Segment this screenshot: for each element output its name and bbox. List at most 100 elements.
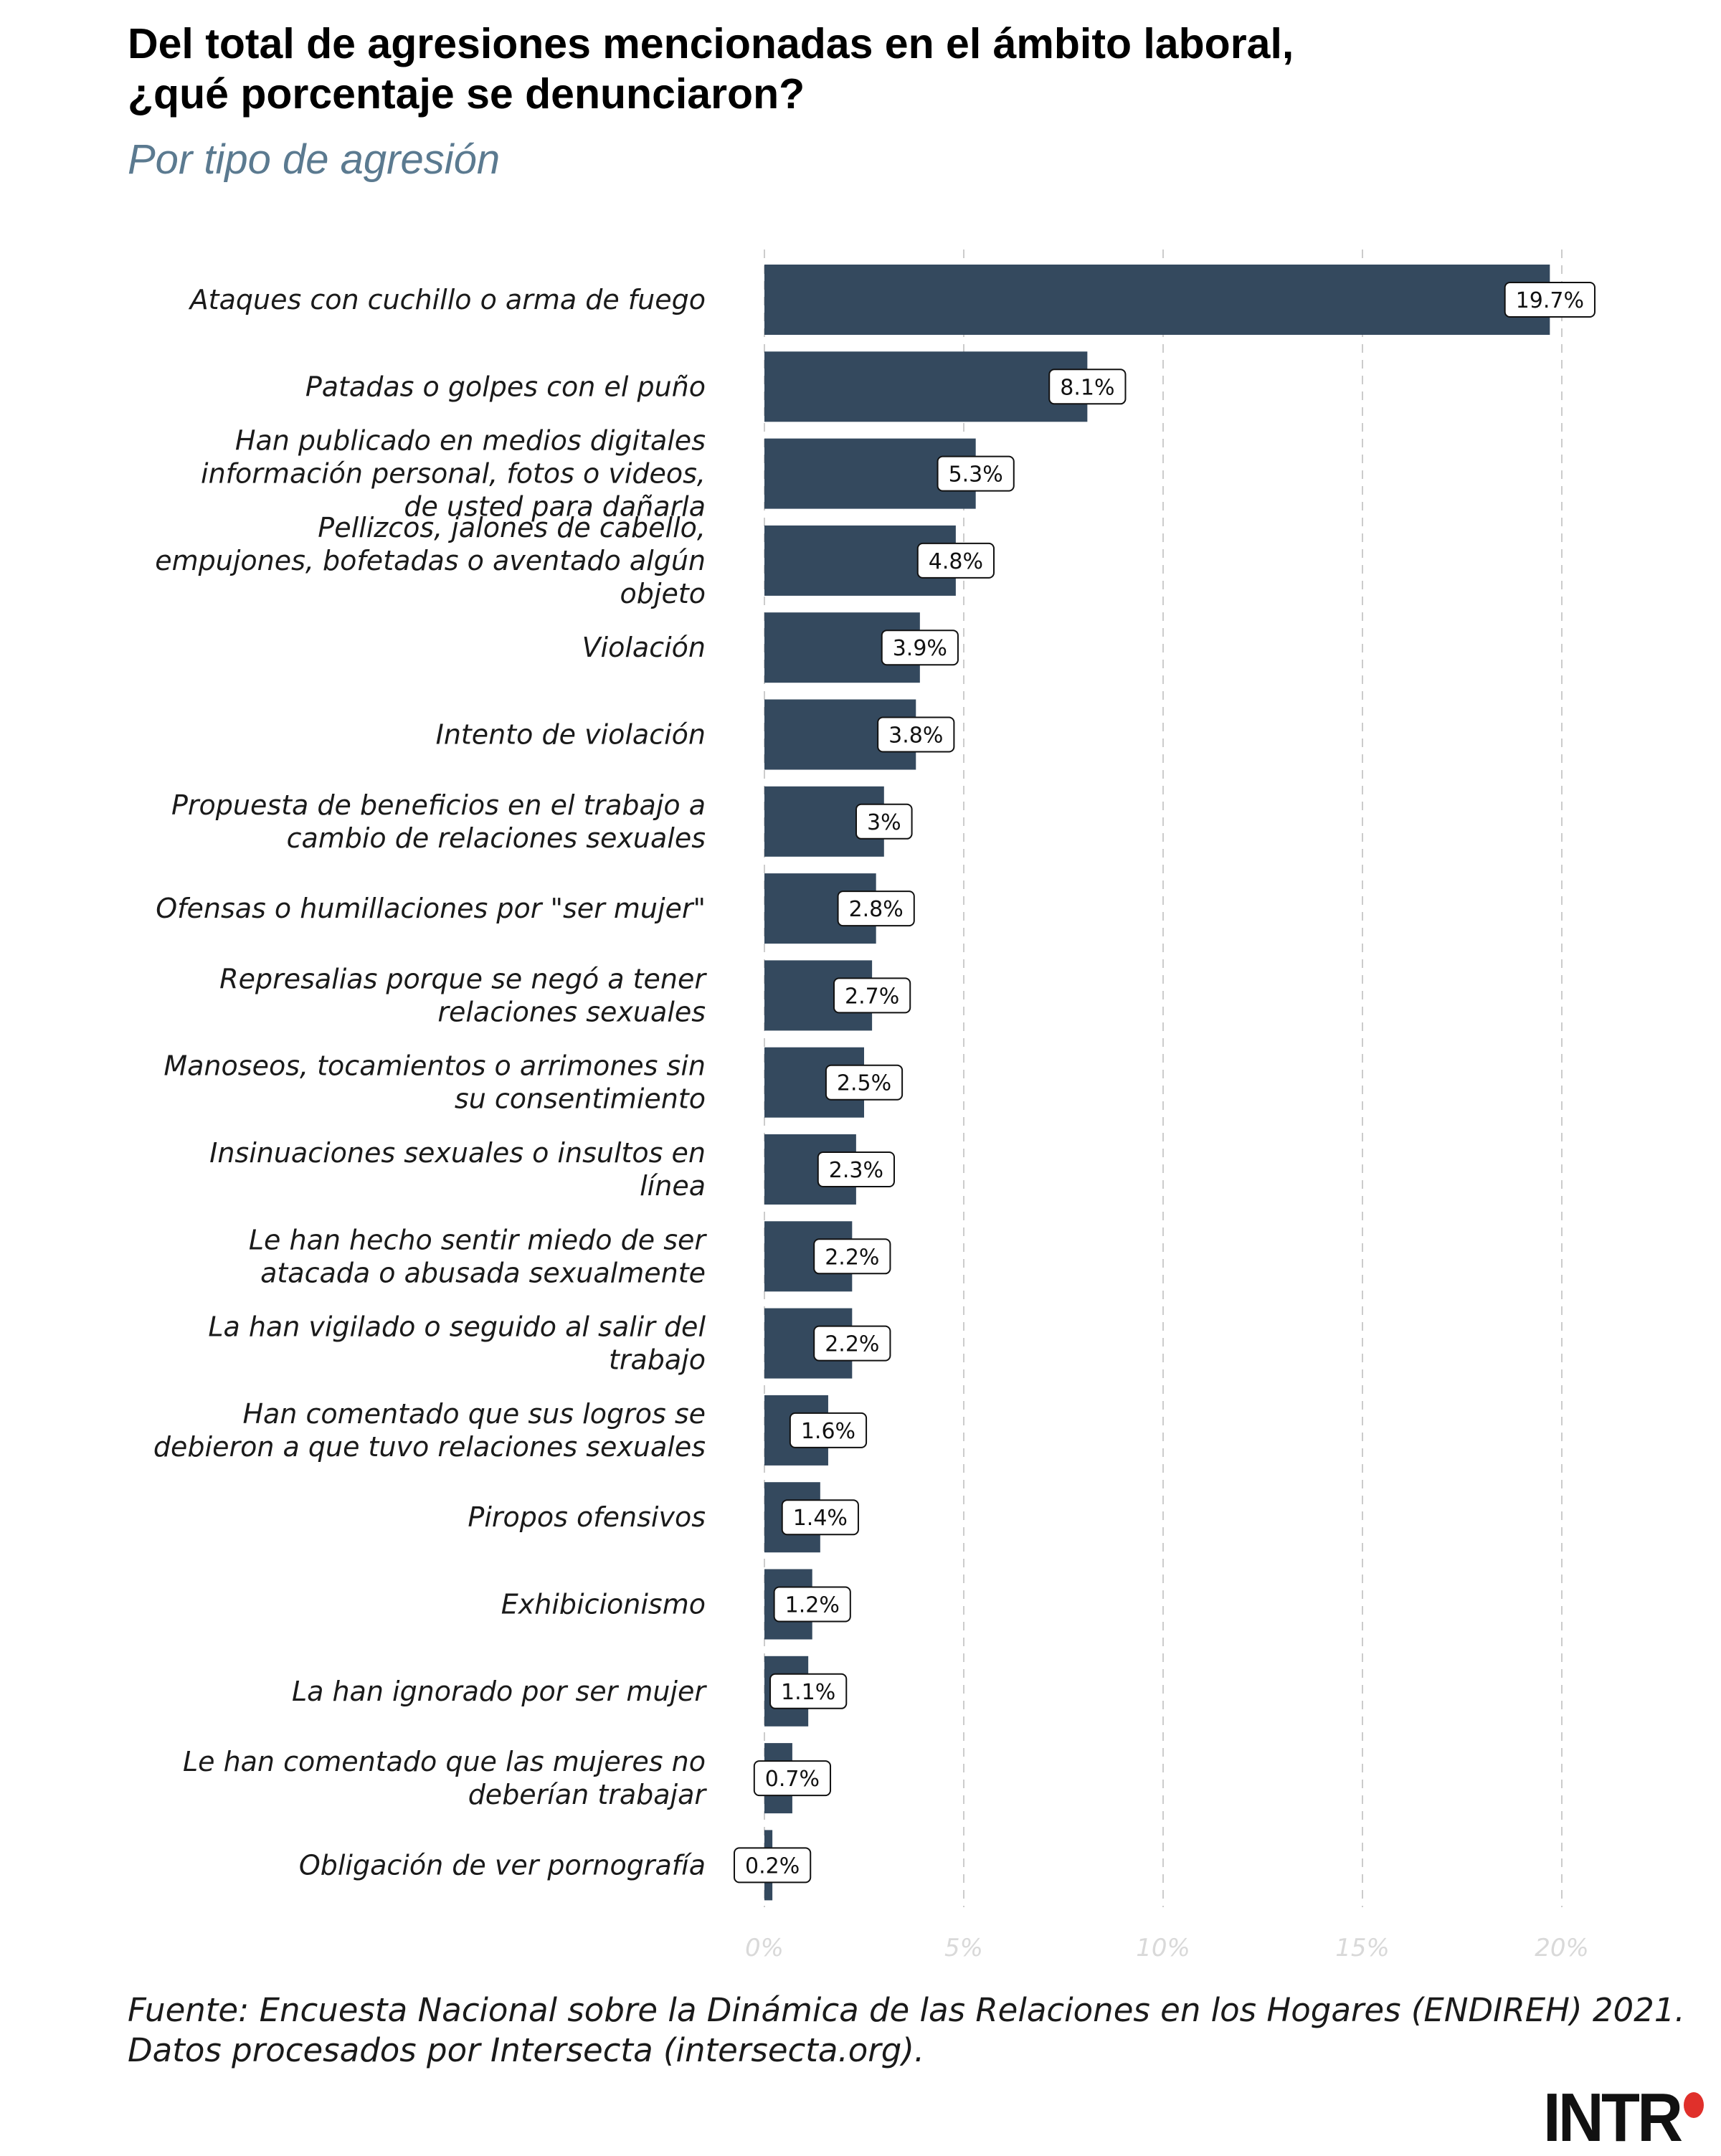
data-label: 0.7% xyxy=(753,1760,832,1797)
logo-accent-dot xyxy=(1684,2092,1704,2118)
data-label-text: 0.7% xyxy=(765,1767,820,1792)
data-label-box xyxy=(753,1760,832,1797)
x-tick-label: 20% xyxy=(1535,1934,1589,1962)
data-label: 2.2% xyxy=(813,1238,891,1275)
data-label: 2.8% xyxy=(837,891,915,927)
source-line: Fuente: Encuesta Nacional sobre la Dinám… xyxy=(128,1991,1685,2029)
x-tick-label: 10% xyxy=(1136,1934,1190,1962)
category-label: información personal, fotos o videos, xyxy=(201,458,706,490)
data-label: 0.2% xyxy=(734,1847,812,1884)
data-label-text: 3% xyxy=(867,810,901,835)
category-label: de usted para dañarla xyxy=(404,491,706,523)
category-label: Intento de violación xyxy=(436,719,706,751)
source-line: Datos procesados por Intersecta (interse… xyxy=(128,2031,925,2069)
data-label: 4.8% xyxy=(916,542,995,579)
data-label-text: 19.7% xyxy=(1516,288,1584,313)
category-label: Insinuaciones sexuales o insultos en xyxy=(209,1137,706,1169)
category-label: Le han comentado que las mujeres no xyxy=(183,1746,706,1777)
data-label-box xyxy=(855,803,913,840)
data-label-box xyxy=(773,1586,851,1623)
bar xyxy=(764,351,1088,422)
category-label: Manoseos, tocamientos o arrimones sin xyxy=(163,1050,706,1082)
category-label: Pellizcos, jalones de cabello, xyxy=(318,512,706,543)
category-label: atacada o abusada sexualmente xyxy=(260,1257,706,1288)
data-label-box xyxy=(789,1412,868,1448)
category-label: Obligación de ver pornografía xyxy=(299,1849,706,1881)
category-labels: Ataques con cuchillo o arma de fuego Pata… xyxy=(153,284,707,1881)
x-tick-label: 5% xyxy=(944,1934,983,1962)
data-label: 2.3% xyxy=(817,1151,895,1187)
data-label: 3% xyxy=(855,803,913,840)
x-tick-label: 15% xyxy=(1335,1934,1390,1962)
bar-chart: Ataques con cuchillo o arma de fuego Pata… xyxy=(153,250,1596,1962)
data-label: 19.7% xyxy=(1504,282,1596,318)
data-label: 5.3% xyxy=(937,455,1015,492)
data-label: 1.6% xyxy=(789,1412,868,1448)
data-label-box xyxy=(881,630,959,666)
category-label: Patadas o golpes con el puño xyxy=(305,371,706,402)
intersecta-logo: INTR xyxy=(1543,2079,1683,2156)
category-label: línea xyxy=(640,1170,706,1202)
category-label: Ataques con cuchillo o arma de fuego xyxy=(188,284,706,315)
data-label-box xyxy=(817,1151,895,1187)
data-label-box xyxy=(1048,369,1127,405)
data-label-box xyxy=(769,1673,848,1709)
data-label-text: 1.4% xyxy=(793,1506,848,1531)
data-label-text: 1.2% xyxy=(785,1593,840,1618)
data-labels: 19.7% 8.1% 5.3% 4.8% 3.9% 3.8% 3% 2.8% 2.7% 2.5% 2… xyxy=(734,282,1596,1884)
data-label: 2.7% xyxy=(833,977,911,1014)
data-label-box xyxy=(877,716,955,753)
data-label-text: 1.6% xyxy=(801,1419,855,1444)
chart-title-line: Del total de agresiones mencionadas en e… xyxy=(128,20,1294,67)
data-label-text: 8.1% xyxy=(1060,375,1114,400)
data-label-text: 3.9% xyxy=(893,636,947,661)
category-label: Piropos ofensivos xyxy=(468,1501,706,1533)
category-label: debieron a que tuvo relaciones sexuales xyxy=(153,1431,706,1463)
data-label-box xyxy=(937,455,1015,492)
category-label: Le han hecho sentir miedo de ser xyxy=(249,1224,708,1255)
data-label-text: 0.2% xyxy=(745,1853,800,1879)
data-label: 3.8% xyxy=(877,716,955,753)
category-label: Propuesta de beneficios en el trabajo a xyxy=(171,789,706,821)
category-label: deberían trabajar xyxy=(468,1779,708,1810)
category-label: Exhibicionismo xyxy=(501,1589,706,1620)
category-label: relaciones sexuales xyxy=(437,996,706,1027)
data-label: 1.2% xyxy=(773,1586,851,1623)
chart-title-line: ¿qué porcentaje se denunciaron? xyxy=(128,70,805,118)
data-label: 2.5% xyxy=(825,1064,904,1101)
data-label: 3.9% xyxy=(881,630,959,666)
data-label-text: 2.2% xyxy=(825,1332,879,1357)
category-label: Represalias porque se negó a tener xyxy=(219,963,707,994)
category-label: Han publicado en medios digitales xyxy=(235,425,706,457)
category-label: empujones, bofetadas o aventado algún xyxy=(155,545,706,576)
data-label: 1.4% xyxy=(781,1499,859,1536)
data-label-text: 2.8% xyxy=(849,897,904,922)
bar xyxy=(764,265,1550,335)
data-label-text: 4.8% xyxy=(929,549,983,574)
data-label-box xyxy=(1504,282,1596,318)
source-note: Fuente: Encuesta Nacional sobre la Dinám… xyxy=(128,1990,1705,2071)
category-label: Violación xyxy=(582,632,706,663)
category-label: La han ignorado por ser mujer xyxy=(292,1676,707,1707)
chart-title: Del total de agresiones mencionadas en e… xyxy=(128,19,1634,119)
data-label-box xyxy=(813,1238,891,1275)
data-label-text: 2.2% xyxy=(825,1245,879,1270)
category-label: Han comentado que sus logros se xyxy=(242,1398,706,1430)
data-label-text: 1.1% xyxy=(781,1680,835,1705)
data-label-text: 5.3% xyxy=(949,462,1003,488)
x-tick-label: 0% xyxy=(745,1934,784,1962)
data-label-text: 2.3% xyxy=(829,1158,883,1183)
data-label: 2.2% xyxy=(813,1325,891,1362)
data-label-text: 2.7% xyxy=(845,984,899,1009)
category-label: Ofensas o humillaciones por "ser mujer" xyxy=(156,893,706,924)
data-label-box xyxy=(916,542,995,579)
data-label-box xyxy=(825,1064,904,1101)
data-label-text: 3.8% xyxy=(888,723,943,749)
data-label-box xyxy=(781,1499,859,1536)
category-label: objeto xyxy=(620,578,706,609)
category-label: trabajo xyxy=(609,1344,706,1376)
data-label-box xyxy=(813,1325,891,1362)
data-label-box xyxy=(734,1847,812,1884)
data-label-box xyxy=(837,891,915,927)
chart-subtitle: Por tipo de agresión xyxy=(128,136,501,183)
